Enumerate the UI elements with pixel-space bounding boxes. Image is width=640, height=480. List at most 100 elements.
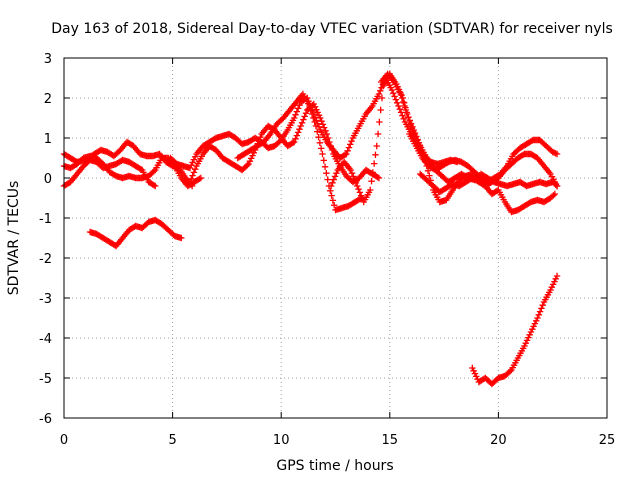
- data-points: [60, 70, 561, 388]
- data-point-marker: [291, 138, 298, 146]
- data-point-marker: [549, 281, 557, 288]
- data-point-marker: [552, 150, 559, 157]
- data-point-marker: [345, 144, 353, 151]
- data-point-marker: [321, 124, 328, 131]
- data-point-marker: [370, 160, 378, 167]
- y-tick-label: 1: [44, 132, 52, 147]
- data-point-marker: [523, 337, 531, 344]
- data-point-marker: [347, 141, 354, 148]
- data-point-marker: [401, 102, 408, 110]
- data-point-marker: [411, 130, 419, 137]
- y-axis-tick-labels: -6 -5 -4 -3 -2 -1 0 1 2 3: [39, 52, 52, 427]
- data-point-marker: [409, 123, 416, 130]
- data-point-marker: [316, 139, 324, 146]
- data-point-marker: [306, 102, 313, 110]
- data-point-marker: [521, 342, 528, 350]
- x-tick-label: 0: [60, 433, 68, 448]
- data-point-marker: [296, 126, 303, 133]
- data-point-marker: [530, 323, 537, 330]
- data-point-marker: [375, 90, 383, 98]
- y-tick-label: -3: [39, 292, 52, 307]
- x-tick-label: 5: [168, 433, 176, 448]
- data-point-marker: [414, 136, 421, 143]
- data-point-marker: [321, 163, 329, 170]
- data-point-marker: [312, 122, 320, 130]
- data-point-marker: [392, 96, 400, 103]
- data-point-marker: [375, 174, 383, 182]
- data-point-marker: [317, 145, 325, 152]
- data-point-marker: [374, 174, 381, 181]
- data-point-marker: [329, 179, 336, 186]
- data-point-marker: [400, 98, 407, 106]
- data-point-marker: [189, 172, 196, 179]
- data-point-marker: [388, 86, 396, 94]
- data-point-marker: [186, 178, 194, 186]
- data-point-marker: [178, 234, 185, 242]
- data-point-marker: [150, 182, 158, 189]
- data-point-marker: [196, 175, 203, 182]
- data-point-marker: [374, 130, 382, 138]
- data-point-marker: [190, 169, 198, 176]
- data-point-marker: [327, 187, 334, 194]
- data-point-marker: [190, 156, 198, 163]
- data-point-marker: [188, 162, 195, 169]
- data-point-marker: [348, 138, 355, 145]
- data-point-marker: [311, 118, 318, 126]
- data-point-marker: [322, 127, 329, 134]
- data-point-marker: [350, 173, 357, 180]
- series-arc-6: [186, 100, 383, 186]
- data-point-marker: [326, 138, 333, 146]
- data-point-marker: [324, 176, 331, 183]
- x-tick-label: 20: [490, 433, 507, 448]
- data-point-marker: [244, 162, 251, 169]
- data-point-marker: [376, 118, 383, 126]
- data-point-marker: [319, 150, 326, 158]
- data-point-marker: [410, 126, 417, 134]
- data-point-marker: [367, 186, 374, 194]
- data-point-marker: [352, 179, 360, 186]
- data-point-marker: [527, 328, 535, 336]
- y-tick-label: 2: [44, 92, 52, 107]
- data-point-marker: [310, 100, 317, 108]
- data-point-marker: [341, 151, 349, 158]
- data-point-marker: [245, 160, 252, 168]
- plot-area-border: [63, 57, 608, 419]
- y-tick-label: -6: [39, 412, 52, 427]
- series-arc-7: [234, 90, 365, 214]
- data-point-marker: [301, 113, 308, 120]
- data-point-marker: [330, 202, 338, 209]
- data-point-marker: [539, 302, 546, 309]
- series-arc-11: [417, 150, 561, 196]
- y-tick-label: 0: [44, 172, 52, 187]
- data-point-marker: [186, 164, 194, 172]
- data-point-marker: [294, 105, 302, 112]
- data-point-marker: [315, 134, 322, 141]
- data-point-marker: [377, 106, 384, 114]
- series-arc-3: [60, 156, 159, 190]
- data-point-marker: [328, 192, 335, 199]
- data-point-marker: [327, 182, 335, 190]
- data-point-marker: [552, 275, 559, 282]
- data-point-marker: [188, 175, 195, 182]
- data-point-marker: [311, 103, 319, 110]
- data-point-marker: [343, 150, 350, 158]
- data-point-marker: [406, 117, 413, 124]
- data-point-marker: [399, 112, 406, 119]
- y-tick-label: -2: [39, 252, 52, 267]
- data-point-marker: [324, 134, 332, 142]
- data-point-marker: [424, 167, 432, 174]
- data-point-marker: [553, 150, 561, 158]
- data-point-marker: [248, 155, 255, 162]
- data-point-marker: [535, 311, 542, 318]
- data-point-marker: [548, 284, 556, 291]
- data-point-marker: [293, 132, 301, 139]
- data-point-marker: [318, 118, 325, 125]
- data-point-marker: [355, 186, 362, 193]
- data-point-marker: [553, 182, 561, 190]
- data-point-marker: [536, 308, 544, 315]
- data-point-marker: [189, 159, 196, 166]
- data-point-marker: [328, 146, 336, 154]
- data-point-marker: [291, 114, 298, 122]
- data-point-marker: [315, 123, 323, 130]
